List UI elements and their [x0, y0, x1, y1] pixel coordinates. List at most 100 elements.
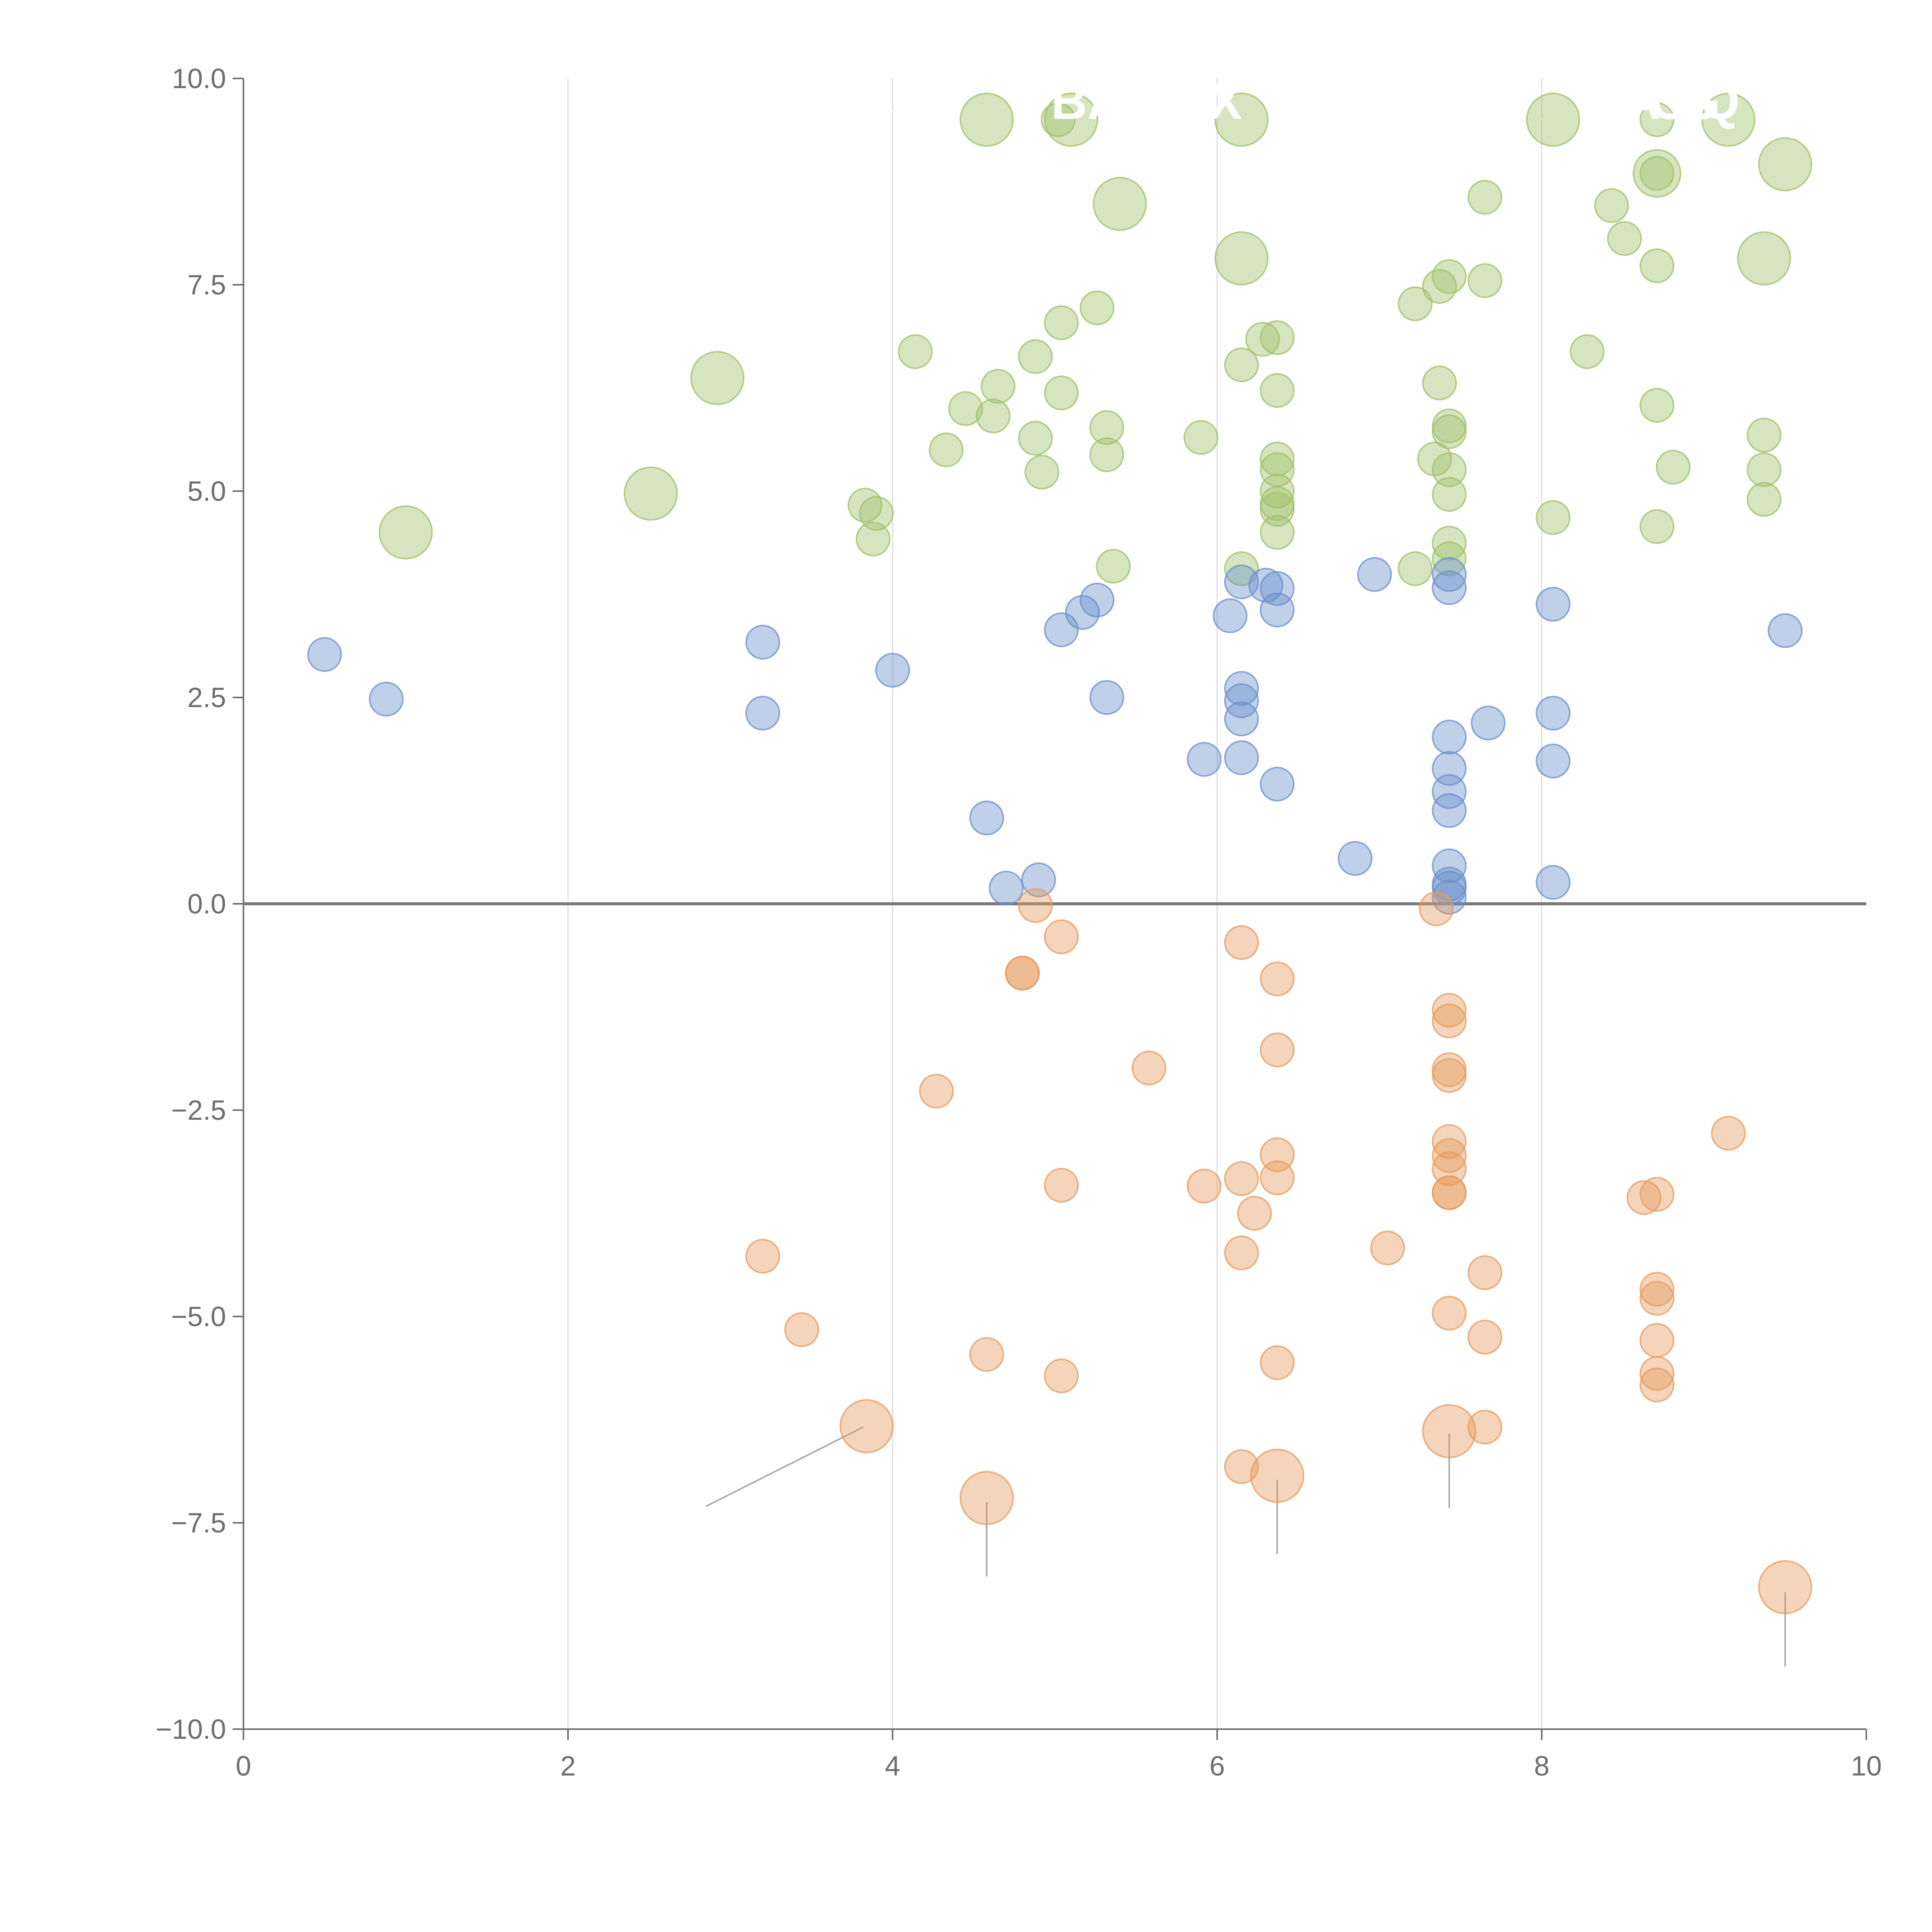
- blue-bubble: [745, 624, 780, 660]
- green-bubble: [1260, 441, 1295, 476]
- green-bubble: [1089, 410, 1124, 445]
- orange-bubble: [1260, 1160, 1295, 1196]
- orange-bubble: [1432, 1003, 1467, 1039]
- blue-bubble: [1432, 719, 1467, 755]
- green-bubble: [1224, 551, 1259, 586]
- blue-bubble: [1432, 793, 1467, 828]
- y-tick-label: 5.0: [187, 476, 226, 507]
- orange-bubble: [1005, 956, 1040, 991]
- green-bubble: [1432, 541, 1467, 577]
- green-bubble: [929, 432, 964, 468]
- green-bubble: [1044, 305, 1079, 340]
- leader-line: [1077, 111, 1104, 118]
- leader-line: [1732, 114, 1737, 123]
- orange-bubble: [1044, 1168, 1079, 1203]
- green-bubble: [1468, 180, 1502, 215]
- blue-bubble: [1338, 841, 1372, 876]
- leader-line: [1744, 239, 1765, 261]
- orange-bubble: [1260, 961, 1295, 997]
- orange-bubble: [1432, 1058, 1467, 1093]
- green-bubble: [1639, 102, 1675, 137]
- green-bubble: [1398, 551, 1433, 586]
- orange-bubble: [919, 1073, 954, 1109]
- leader-line: [892, 111, 980, 119]
- blue-bubble: [745, 696, 780, 731]
- green-bubble: [959, 92, 1014, 147]
- green-bubble: [1422, 269, 1457, 304]
- bubble-label: A: [1624, 73, 1660, 130]
- green-bubble: [1468, 263, 1502, 298]
- green-bubble: [1080, 290, 1115, 325]
- green-bubble: [1041, 102, 1076, 137]
- green-bubble: [1432, 477, 1467, 512]
- orange-bubble: [959, 1471, 1014, 1525]
- blue-bubble: [1536, 696, 1571, 731]
- green-bubble: [379, 505, 433, 560]
- orange-bubble: [1468, 1410, 1502, 1445]
- green-bubble: [1089, 437, 1124, 473]
- x-tick-label: 2: [560, 1751, 576, 1782]
- orange-bubble: [1626, 1180, 1662, 1215]
- leader-line: [1493, 114, 1548, 121]
- green-bubble: [1432, 414, 1467, 449]
- y-tick-label: −7.5: [171, 1508, 226, 1539]
- blue-bubble: [1260, 571, 1295, 606]
- green-bubble: [1639, 248, 1675, 283]
- x-tick-label: 0: [236, 1751, 251, 1782]
- green-bubble: [624, 466, 678, 521]
- green-bubble: [1758, 137, 1812, 192]
- orange-bubble: [1224, 1161, 1259, 1196]
- y-tick-label: 7.5: [187, 270, 226, 301]
- green-bubble: [1639, 156, 1675, 191]
- orange-bubble: [1432, 1138, 1467, 1173]
- orange-bubble: [1224, 925, 1259, 960]
- green-bubble: [1018, 339, 1053, 374]
- green-bubble: [1607, 221, 1642, 256]
- green-bubble: [1184, 420, 1218, 455]
- x-tick-label: 10: [1851, 1751, 1882, 1782]
- green-bubble: [981, 369, 1015, 404]
- y-tick-label: 0.0: [187, 889, 226, 920]
- green-bubble: [1260, 474, 1295, 509]
- green-bubble: [1432, 526, 1467, 561]
- green-bubble: [1656, 450, 1691, 485]
- bubble-label: C: [1650, 73, 1687, 130]
- green-bubble: [1093, 177, 1147, 231]
- orange-bubble: [1422, 1404, 1476, 1458]
- blue-bubble: [1432, 774, 1467, 809]
- blue-bubble: [969, 800, 1004, 835]
- blue-bubble: [1432, 557, 1467, 592]
- orange-bubble: [1432, 1296, 1467, 1331]
- green-bubble: [1747, 482, 1782, 517]
- green-bubble: [1245, 321, 1280, 357]
- blue-bubble: [369, 682, 404, 717]
- y-tick-label: −2.5: [171, 1095, 226, 1126]
- orange-bubble: [1018, 888, 1053, 923]
- leader-line: [1122, 206, 1137, 232]
- orange-bubble: [1468, 1255, 1502, 1290]
- blue-bubble: [1080, 582, 1115, 617]
- blue-bubble: [1224, 671, 1259, 706]
- orange-bubble: [1370, 1230, 1405, 1265]
- leader-line: [706, 1426, 864, 1507]
- orange-bubble: [1639, 1272, 1675, 1307]
- orange-bubble: [1468, 1320, 1502, 1355]
- green-bubble: [1432, 452, 1467, 487]
- green-bubble: [1422, 366, 1457, 401]
- blue-bubble: [1260, 767, 1295, 802]
- orange-bubble: [1250, 1449, 1304, 1503]
- green-bubble: [976, 398, 1011, 434]
- green-bubble: [1639, 388, 1675, 423]
- y-tick-label: 10.0: [172, 63, 226, 94]
- green-bubble: [1018, 421, 1053, 456]
- green-bubble: [898, 334, 933, 369]
- orange-bubble: [1260, 1345, 1295, 1380]
- bubbles: [307, 92, 1812, 1614]
- green-bubble: [1747, 452, 1782, 487]
- blue-bubble: [1260, 592, 1295, 628]
- orange-bubble: [1639, 1323, 1675, 1358]
- bubble-label: BA: [1051, 73, 1124, 130]
- orange-bubble: [1131, 1051, 1167, 1086]
